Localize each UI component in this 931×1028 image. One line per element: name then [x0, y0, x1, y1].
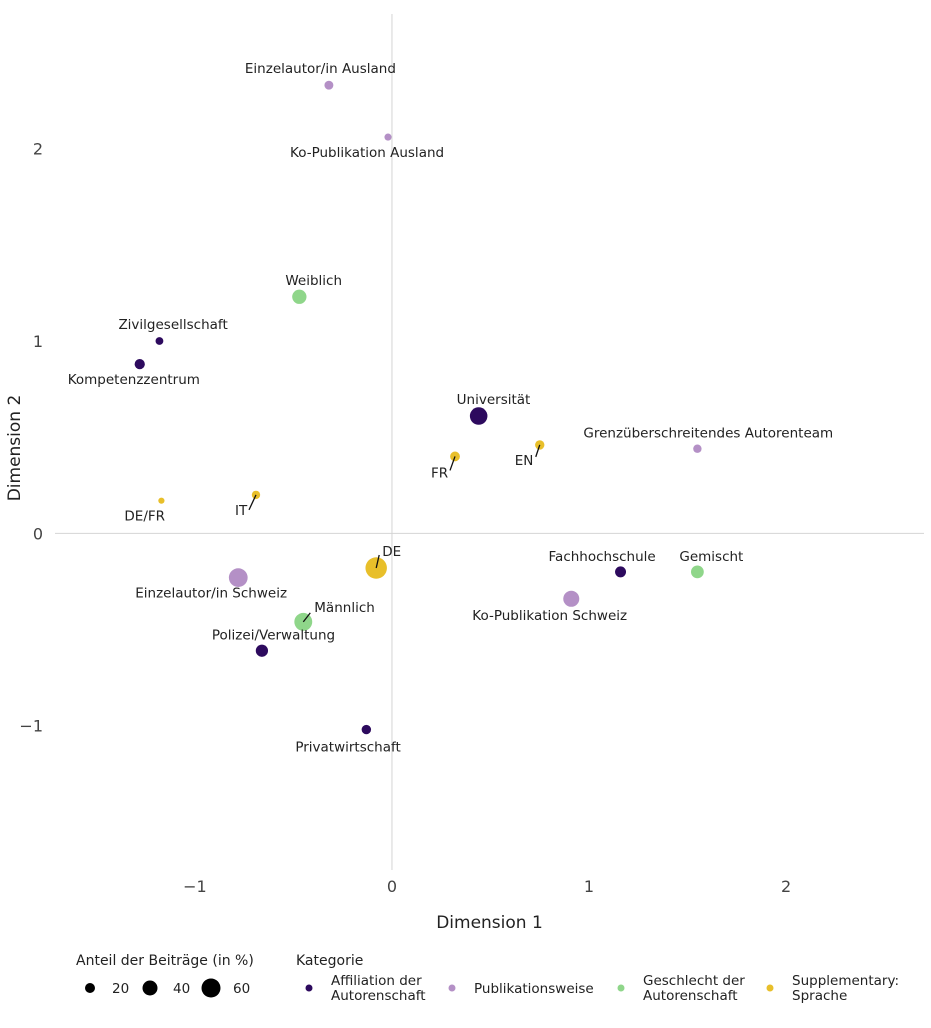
label-fr: FR: [431, 465, 448, 481]
x-tick-label: 2: [781, 877, 791, 896]
color-legend-label-lang: Supplementary:: [792, 973, 899, 989]
leader-it: [248, 494, 257, 511]
color-legend-label-lang: Sprache: [792, 988, 847, 1004]
point-weiblich: [292, 289, 307, 304]
point-ko-publikation-schweiz: [563, 590, 580, 607]
color-legend-label-affil: Affiliation der: [331, 973, 422, 989]
y-tick-label: 2: [33, 140, 43, 159]
size-legend-swatch: [142, 980, 158, 996]
label-grenzueberschreitendes-autorenteam: Grenzüberschreitendes Autorenteam: [583, 426, 833, 442]
label-gemischt: Gemischt: [679, 549, 743, 565]
point-einzelautor-in-ausland: [324, 80, 334, 90]
label-ko-publikation-schweiz: Ko-Publikation Schweiz: [472, 608, 627, 624]
x-tick-label: 0: [387, 877, 397, 896]
leader-maennlich: [302, 612, 311, 623]
point-de-fr: [158, 497, 165, 504]
size-legend-label: 40: [173, 981, 190, 997]
label-en: EN: [515, 453, 534, 469]
label-zivilgesellschaft: Zivilgesellschaft: [118, 317, 227, 333]
size-legend-label: 60: [233, 981, 250, 997]
label-privatwirtschaft: Privatwirtschaft: [295, 740, 401, 756]
label-universitaet: Universität: [457, 392, 531, 408]
y-tick-label: −1: [19, 717, 43, 736]
color-legend-label-pub: Publikationsweise: [474, 981, 594, 997]
label-ko-publikation-ausland: Ko-Publikation Ausland: [290, 145, 444, 161]
label-kompetenzzentrum: Kompetenzzentrum: [68, 372, 200, 388]
label-einzelautor-in-ausland: Einzelautor/in Ausland: [245, 61, 396, 77]
axis-layer: Dimension 1 Dimension 2 −1 0 1 2 −1 0 1 2: [5, 140, 791, 933]
y-tick-label: 0: [33, 524, 43, 543]
label-it: IT: [235, 503, 248, 519]
color-legend-swatch-affil: [305, 984, 313, 992]
size-legend-swatch: [85, 983, 95, 993]
label-de-fr: DE/FR: [124, 509, 165, 525]
point-grenzueberschreitendes-autorenteam: [693, 444, 702, 453]
label-weiblich: Weiblich: [285, 273, 342, 289]
y-axis-title: Dimension 2: [5, 395, 25, 502]
label-einzelautor-in-schweiz: Einzelautor/in Schweiz: [135, 586, 287, 602]
y-tick-label: 1: [33, 332, 43, 351]
leader-fr: [449, 456, 456, 471]
color-legend-label-gender: Geschlecht der: [643, 973, 745, 989]
label-maennlich: Männlich: [314, 600, 375, 616]
grid-layer: [55, 14, 924, 870]
point-einzelautor-in-schweiz: [228, 568, 248, 587]
point-fachhochschule: [615, 566, 627, 578]
size-legend-label: 20: [112, 981, 129, 997]
size-legend-swatch: [201, 978, 221, 998]
size-legend-title: Anteil der Beiträge (in %): [76, 953, 254, 969]
color-legend-swatch-pub: [448, 984, 456, 992]
leader-de: [375, 554, 380, 569]
point-gemischt: [690, 565, 704, 579]
color-legend-swatch-gender: [617, 984, 625, 992]
point-privatwirtschaft: [361, 724, 372, 735]
x-tick-label: 1: [584, 877, 594, 896]
point-zivilgesellschaft: [155, 337, 164, 345]
label-polizei-verwaltung: Polizei/Verwaltung: [212, 628, 335, 644]
point-universitaet: [469, 407, 488, 425]
point-ko-publikation-ausland: [384, 133, 392, 141]
color-legend-swatch-lang: [766, 984, 774, 992]
label-fachhochschule: Fachhochschule: [549, 549, 656, 565]
color-legend-label-affil: Autorenschaft: [331, 988, 426, 1004]
point-fr: [450, 451, 460, 462]
color-legend-label-gender: Autorenschaft: [643, 988, 738, 1004]
point-polizei-verwaltung: [255, 644, 269, 657]
color-legend-title: Kategorie: [296, 953, 363, 969]
label-layer: Einzelautor/in Ausland Ko-Publikation Aus…: [68, 61, 833, 755]
x-tick-label: −1: [183, 877, 207, 896]
label-de: DE: [382, 544, 401, 560]
point-kompetenzzentrum: [134, 358, 145, 370]
x-axis-title: Dimension 1: [436, 913, 543, 933]
legend: Anteil der Beiträge (in %) Kategorie 20 4…: [76, 953, 899, 1004]
leader-en: [535, 444, 541, 458]
